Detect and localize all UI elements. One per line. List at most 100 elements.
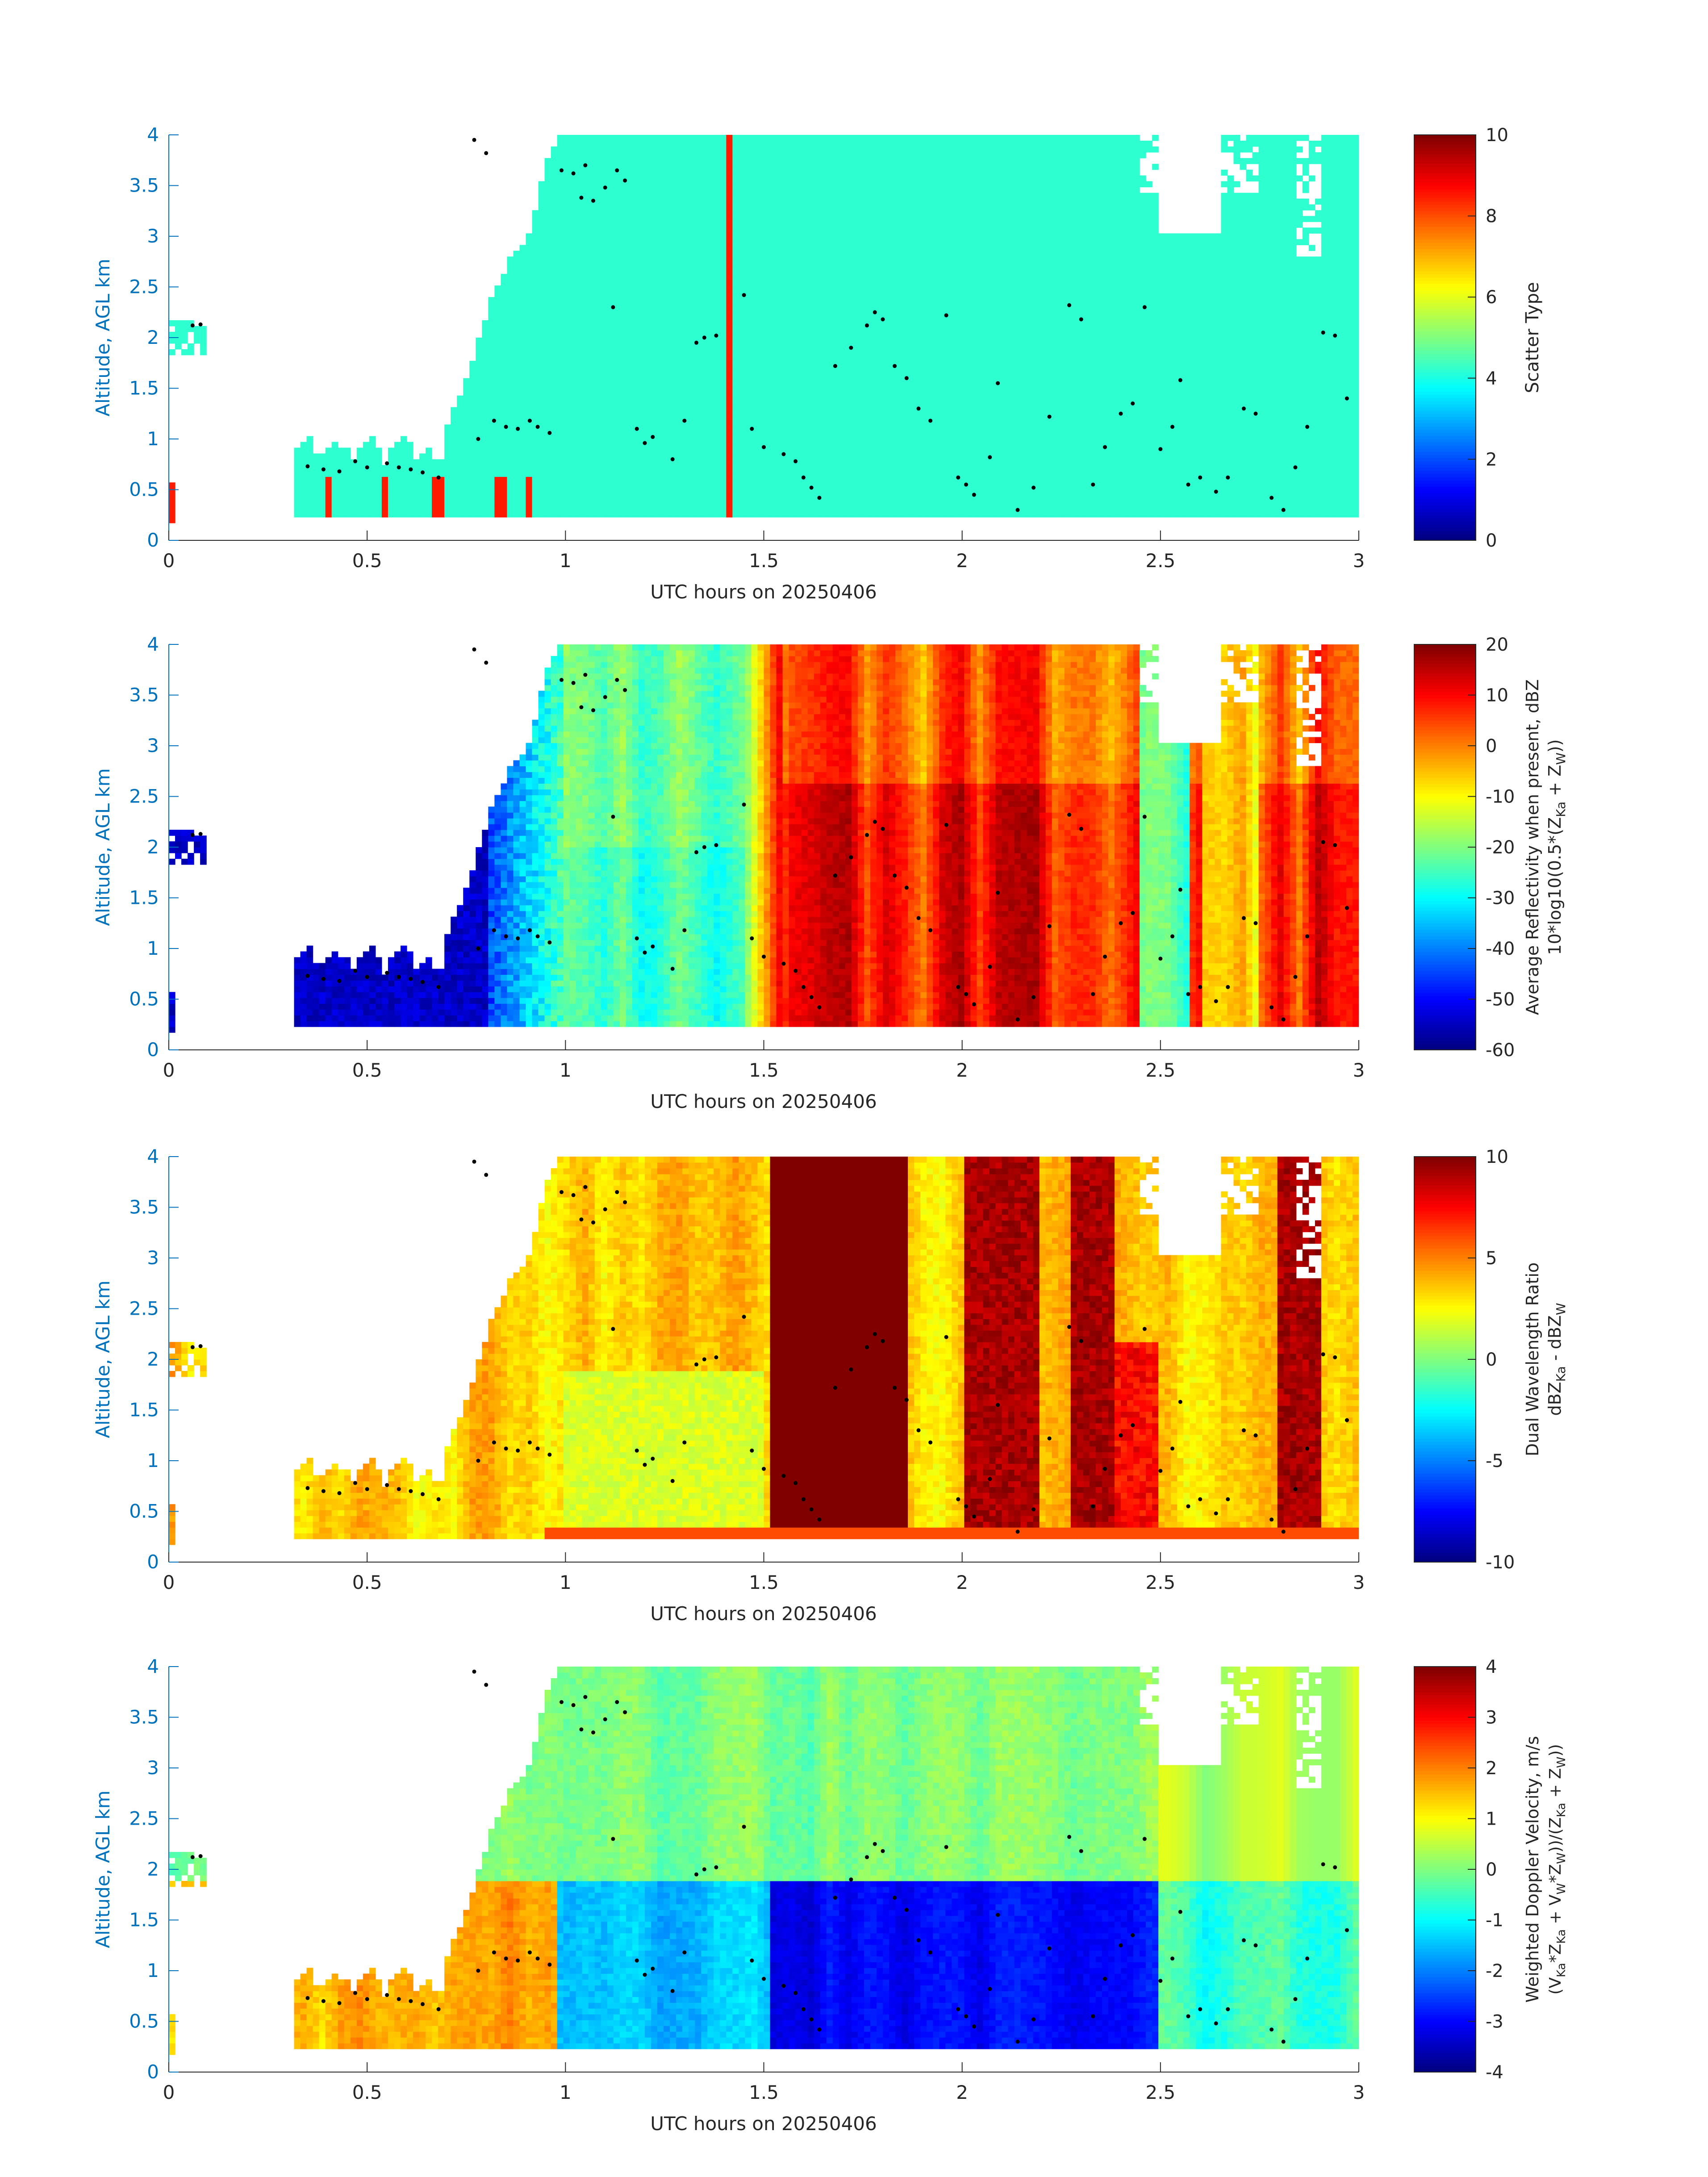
heatmap-cell [676, 297, 683, 303]
heatmap-cell [588, 285, 595, 292]
heatmap-cell [820, 430, 827, 437]
heatmap-cell [588, 482, 595, 489]
heatmap-cell [588, 389, 595, 396]
heatmap-cell [538, 355, 545, 361]
heatmap-cell [664, 233, 670, 240]
heatmap-cell [444, 494, 451, 500]
heatmap-cell [776, 506, 783, 512]
heatmap-cell [739, 198, 746, 205]
heatmap-cell [876, 476, 883, 483]
heatmap-cell [551, 192, 558, 199]
heatmap-cell [814, 314, 821, 321]
heatmap-cell [645, 465, 651, 471]
heatmap-cell [469, 372, 476, 379]
heatmap-cell [689, 152, 695, 159]
heatmap-cell [507, 430, 514, 437]
heatmap-cell [400, 465, 407, 471]
heatmap-cell [613, 500, 620, 506]
heatmap-cell [801, 413, 808, 419]
heatmap-cell [601, 349, 608, 355]
heatmap-cell [645, 210, 651, 217]
heatmap-cell [664, 511, 670, 518]
heatmap-cell [569, 488, 576, 494]
heatmap-cell [870, 326, 877, 332]
heatmap-cell [413, 459, 420, 465]
heatmap-cell [538, 256, 545, 263]
heatmap-cell [927, 424, 933, 431]
heatmap-cell [651, 471, 658, 477]
heatmap-cell [701, 465, 708, 471]
heatmap-cell [776, 280, 783, 286]
heatmap-cell [776, 389, 783, 396]
heatmap-cell [557, 338, 564, 344]
heatmap-cell [927, 285, 933, 292]
heatmap-cell [870, 146, 877, 153]
heatmap-cell [582, 476, 589, 483]
heatmap-cell [927, 181, 933, 188]
heatmap-cell [757, 146, 764, 153]
heatmap-cell [839, 169, 846, 176]
heatmap-cell [839, 198, 846, 205]
heatmap-cell [513, 251, 520, 257]
heatmap-cell [757, 424, 764, 431]
heatmap-cell [920, 291, 927, 297]
heatmap-cell [181, 326, 188, 332]
heatmap-cell [857, 424, 864, 431]
heatmap-cell [519, 355, 526, 361]
heatmap-cell [782, 314, 789, 321]
heatmap-cell [807, 511, 814, 518]
heatmap-cell [651, 152, 658, 159]
heatmap-cell [676, 169, 683, 176]
heatmap-cell [739, 135, 746, 141]
heatmap-cell [845, 366, 852, 373]
heatmap-cell [895, 442, 902, 448]
heatmap-cell [720, 500, 727, 506]
heatmap-cell [807, 332, 814, 338]
heatmap-cell [902, 401, 908, 408]
heatmap-cell [451, 442, 457, 448]
heatmap-cell [876, 500, 883, 506]
heatmap-cell [607, 291, 614, 297]
heatmap-cell [588, 442, 595, 448]
heatmap-cell [569, 239, 576, 246]
heatmap-cell [820, 175, 827, 182]
heatmap-cell [720, 291, 727, 297]
heatmap-cell [914, 453, 921, 460]
heatmap-cell [857, 192, 864, 199]
heatmap-cell [601, 407, 608, 414]
heatmap-cell [469, 476, 476, 483]
heatmap-cell [670, 418, 677, 425]
heatmap-cell [864, 453, 871, 460]
heatmap-cell [588, 459, 595, 465]
heatmap-cell [695, 482, 702, 489]
heatmap-cell [682, 192, 689, 199]
heatmap-cell [757, 338, 764, 344]
heatmap-cell [920, 372, 927, 379]
heatmap-cell [707, 227, 714, 234]
heatmap-cell [732, 245, 739, 251]
heatmap-cell [927, 476, 933, 483]
heatmap-cell [657, 285, 664, 292]
heatmap-cell [645, 424, 651, 431]
heatmap-cell [795, 436, 802, 443]
heatmap-cell [657, 221, 664, 228]
heatmap-cell [638, 152, 645, 159]
heatmap-cell [764, 511, 771, 518]
heatmap-cell [463, 488, 470, 494]
heatmap-cell [732, 320, 739, 326]
heatmap-cell [889, 291, 896, 297]
heatmap-cell [319, 500, 326, 506]
heatmap-cell [551, 239, 558, 246]
heatmap-cell [826, 314, 833, 321]
heatmap-cell [751, 360, 758, 367]
heatmap-cell [670, 140, 677, 147]
heatmap-cell [902, 476, 908, 483]
heatmap-cell [714, 192, 720, 199]
heatmap-cell [832, 471, 839, 477]
heatmap-cell [576, 303, 583, 309]
heatmap-cell [876, 511, 883, 518]
heatmap-cell [776, 262, 783, 268]
heatmap-cell [676, 314, 683, 321]
heatmap-cell [876, 366, 883, 373]
heatmap-cell [720, 169, 727, 176]
